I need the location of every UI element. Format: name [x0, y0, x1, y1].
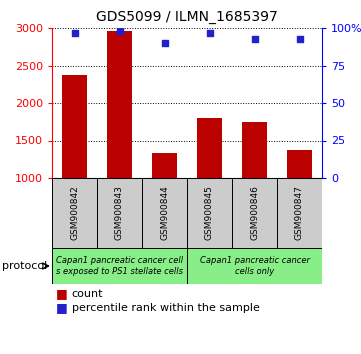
- Text: ■: ■: [56, 287, 68, 301]
- Text: ■: ■: [56, 302, 68, 314]
- Bar: [107, 31, 132, 178]
- Bar: [242, 122, 267, 178]
- Point: [206, 30, 212, 35]
- Title: GDS5099 / ILMN_1685397: GDS5099 / ILMN_1685397: [96, 10, 278, 24]
- Text: Capan1 pancreatic cancer cell
s exposed to PS1 stellate cells: Capan1 pancreatic cancer cell s exposed …: [56, 256, 183, 276]
- Text: percentile rank within the sample: percentile rank within the sample: [72, 303, 260, 313]
- Text: protocol: protocol: [2, 261, 47, 271]
- Text: GSM900843: GSM900843: [115, 185, 124, 240]
- FancyBboxPatch shape: [52, 248, 187, 284]
- FancyBboxPatch shape: [97, 178, 142, 248]
- Bar: [62, 75, 87, 178]
- FancyBboxPatch shape: [187, 178, 232, 248]
- Point: [162, 40, 168, 46]
- FancyBboxPatch shape: [232, 178, 277, 248]
- Text: count: count: [72, 289, 103, 299]
- Text: GSM900842: GSM900842: [70, 185, 79, 240]
- Text: Capan1 pancreatic cancer
cells only: Capan1 pancreatic cancer cells only: [200, 256, 309, 276]
- Point: [297, 36, 303, 41]
- Text: GSM900847: GSM900847: [295, 185, 304, 240]
- Text: GSM900844: GSM900844: [160, 185, 169, 240]
- Bar: [197, 118, 222, 178]
- FancyBboxPatch shape: [277, 178, 322, 248]
- Point: [71, 30, 77, 35]
- FancyBboxPatch shape: [52, 178, 97, 248]
- Point: [252, 36, 257, 41]
- Bar: [287, 149, 312, 178]
- Text: GSM900846: GSM900846: [250, 185, 259, 240]
- Point: [117, 28, 122, 34]
- Text: GSM900845: GSM900845: [205, 185, 214, 240]
- Bar: [152, 153, 177, 178]
- FancyBboxPatch shape: [142, 178, 187, 248]
- FancyBboxPatch shape: [187, 248, 322, 284]
